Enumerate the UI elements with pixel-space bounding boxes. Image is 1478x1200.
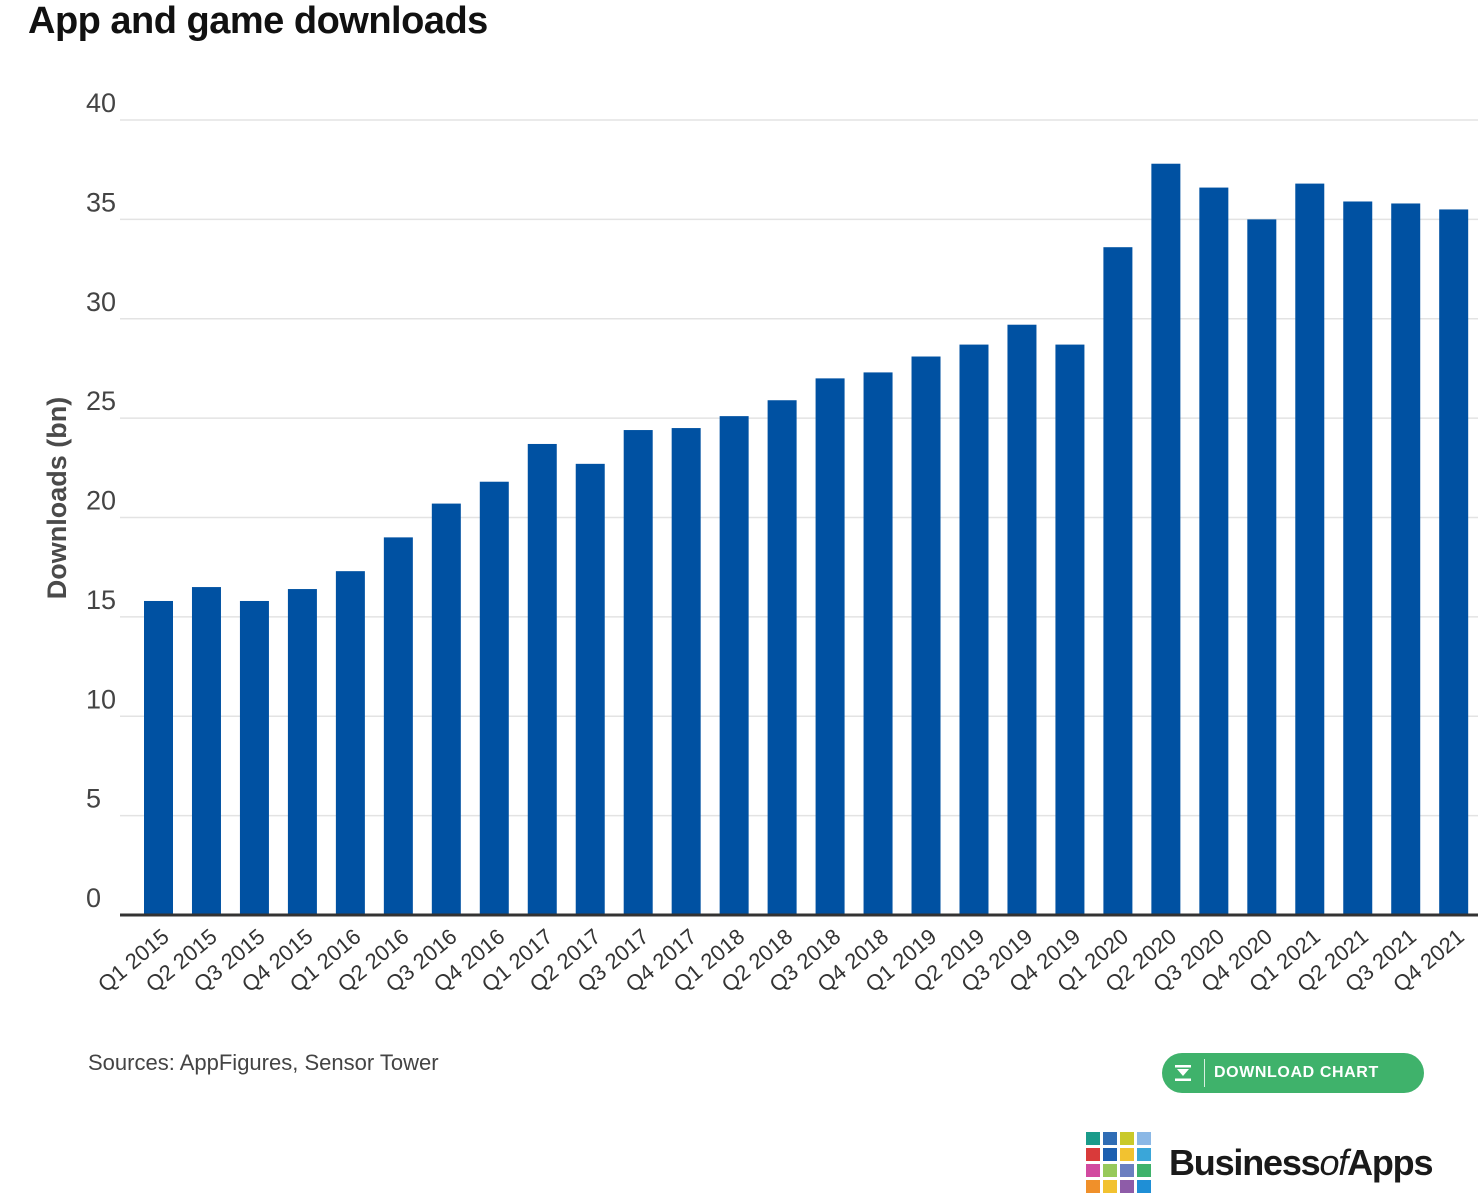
- logo-text-apps: Apps: [1347, 1141, 1433, 1183]
- bar: [815, 378, 845, 915]
- businessofapps-logo: BusinessofApps: [1086, 1132, 1433, 1193]
- bar: [479, 481, 509, 915]
- download-chart-label: DOWNLOAD CHART: [1214, 1064, 1379, 1081]
- logo-tile: [1137, 1180, 1151, 1193]
- logo-tile: [1120, 1132, 1134, 1145]
- bar: [287, 589, 317, 915]
- bar: [1247, 219, 1277, 915]
- logo-text-of: of: [1319, 1141, 1348, 1183]
- source-note: Sources: AppFigures, Sensor Tower: [88, 1050, 439, 1075]
- logo-tile: [1120, 1180, 1134, 1193]
- logo-tile: [1103, 1164, 1117, 1177]
- bar: [1103, 247, 1133, 915]
- bar: [767, 400, 797, 915]
- logo-text-business: Business: [1169, 1141, 1321, 1183]
- logo-wordmark: BusinessofApps: [1169, 1141, 1433, 1184]
- y-tick-label: 0: [86, 883, 101, 913]
- bars: [144, 163, 1469, 916]
- logo-tile: [1103, 1132, 1117, 1145]
- bar: [1295, 183, 1325, 916]
- bar: [719, 416, 749, 915]
- logo-tile: [1120, 1164, 1134, 1177]
- logo-tile: [1086, 1164, 1100, 1177]
- bar: [1055, 344, 1085, 915]
- bar: [863, 372, 893, 916]
- bar: [671, 428, 701, 915]
- bar: [335, 571, 365, 915]
- bar: [1007, 324, 1037, 915]
- logo-tile: [1103, 1180, 1117, 1193]
- download-icon: [1162, 1053, 1204, 1093]
- bar: [1199, 187, 1229, 915]
- y-tick-label: 30: [86, 287, 116, 317]
- y-tick-label: 25: [86, 386, 116, 416]
- button-divider: [1204, 1059, 1205, 1087]
- y-tick-labels: 0 5 10 15 20 25 30 35 40: [86, 88, 116, 913]
- bar: [191, 587, 221, 915]
- download-chart-button[interactable]: DOWNLOAD CHART: [1162, 1053, 1424, 1093]
- y-tick-label: 35: [86, 187, 116, 217]
- y-tick-label: 20: [86, 486, 116, 516]
- y-tick-label: 40: [86, 88, 116, 118]
- bar: [431, 503, 461, 915]
- logo-mosaic-icon: [1086, 1132, 1151, 1193]
- logo-tile: [1137, 1148, 1151, 1161]
- y-axis-label: Downloads (bn): [42, 397, 72, 599]
- bar: [144, 600, 173, 915]
- y-tick-label: 5: [86, 784, 101, 814]
- chart-title: App and game downloads: [28, 0, 488, 42]
- logo-tile: [1103, 1148, 1117, 1161]
- bar: [1151, 163, 1181, 916]
- bar: [383, 537, 413, 915]
- bar: [575, 463, 605, 915]
- bar: [1343, 201, 1373, 916]
- bar: [527, 443, 557, 915]
- bar: [623, 430, 653, 915]
- logo-tile: [1086, 1180, 1100, 1193]
- bar: [1391, 203, 1421, 916]
- y-tick-label: 10: [86, 684, 116, 714]
- bar: [1439, 209, 1469, 915]
- bar: [239, 600, 269, 915]
- y-tick-label: 15: [86, 585, 116, 615]
- bar: [959, 344, 989, 915]
- logo-tile: [1120, 1148, 1134, 1161]
- logo-tile: [1086, 1148, 1100, 1161]
- bar: [911, 356, 941, 915]
- logo-tile: [1137, 1164, 1151, 1177]
- logo-tile: [1086, 1132, 1100, 1145]
- logo-tile: [1137, 1132, 1151, 1145]
